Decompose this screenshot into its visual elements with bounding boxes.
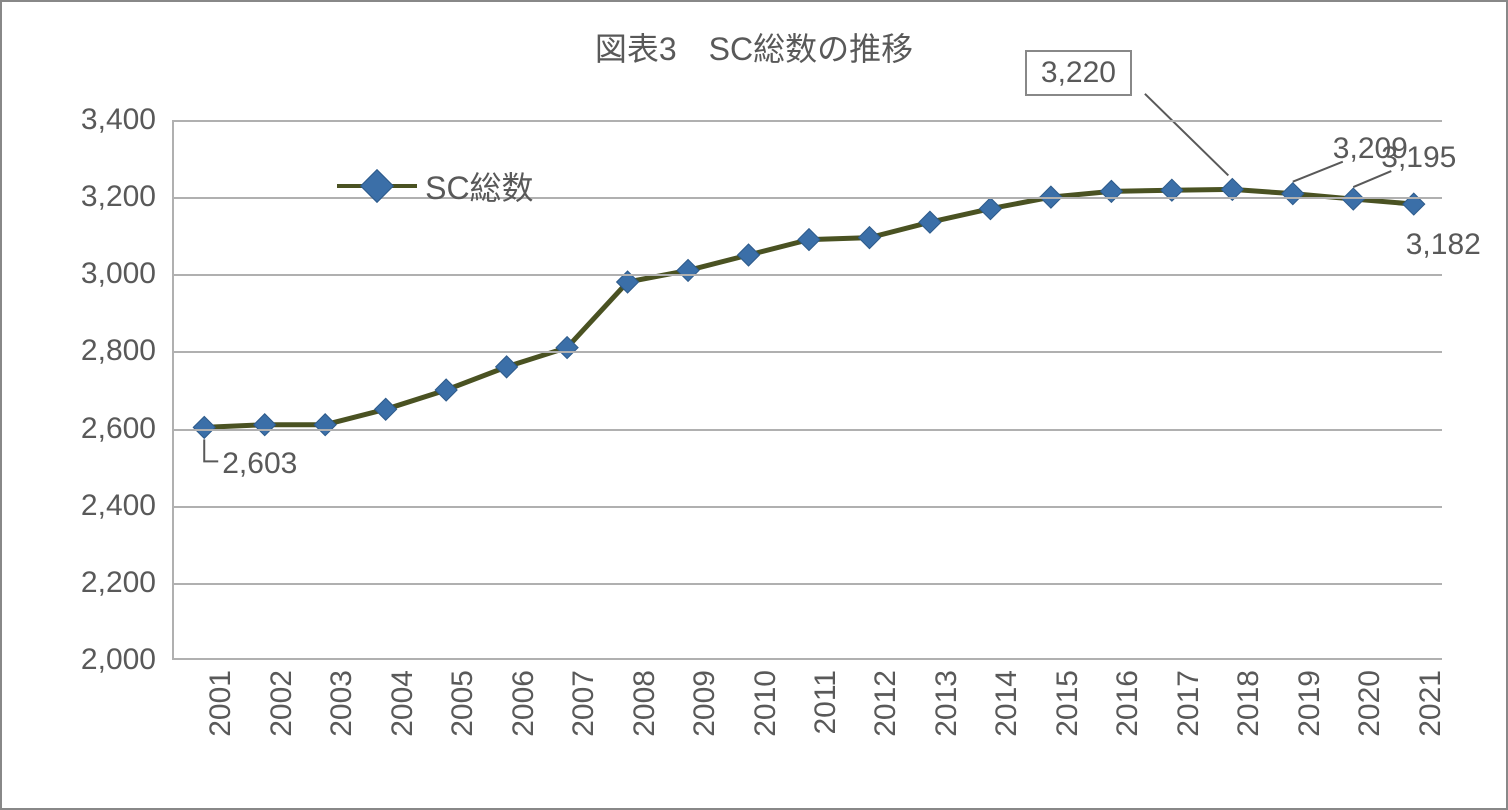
gridline [174,429,1442,431]
x-axis-label: 2007 [567,670,601,737]
x-axis-label: 2017 [1172,670,1206,737]
data-label: 2,603 [222,447,297,481]
x-axis-label: 2002 [265,670,299,737]
x-axis-label: 2009 [688,670,722,737]
x-axis-label: 2011 [809,670,843,735]
y-axis-label: 2,400 [81,489,156,523]
data-marker [375,398,397,420]
x-axis-label: 2001 [204,670,238,737]
series-line [204,189,1414,427]
x-axis-label: 2014 [990,670,1024,737]
data-marker [979,198,1001,220]
x-axis-label: 2021 [1414,670,1448,737]
data-label-leader [204,439,218,461]
data-marker [1282,183,1304,205]
y-axis-label: 2,800 [81,334,156,368]
legend: SC総数 [337,163,533,209]
x-axis-label: 2016 [1111,670,1145,737]
y-axis-label: 2,600 [81,412,156,446]
gridline [174,120,1442,122]
x-axis-label: 2013 [930,670,964,737]
x-axis-label: 2005 [446,670,480,737]
y-axis-label: 2,000 [81,643,156,677]
data-marker [919,211,941,233]
y-axis-label: 2,200 [81,566,156,600]
data-marker [858,227,880,249]
y-axis-label: 3,400 [81,103,156,137]
gridline [174,583,1442,585]
gridline [174,351,1442,353]
data-marker [496,356,518,378]
x-axis-label: 2020 [1353,670,1387,737]
x-axis-label: 2003 [325,670,359,737]
callout-box: 3,220 [1025,50,1132,96]
gridline [174,506,1442,508]
chart-title: 図表3 SC総数の推移 [2,24,1506,70]
data-marker [798,229,820,251]
data-marker [738,244,760,266]
x-axis-label: 2012 [869,670,903,737]
x-axis-label: 2010 [749,670,783,737]
y-axis-label: 3,000 [81,257,156,291]
legend-line-icon [337,184,417,188]
data-marker [254,414,276,436]
x-axis-label: 2019 [1293,670,1327,737]
x-axis-label: 2004 [386,670,420,737]
chart-frame: 図表3 SC総数の推移 2,000 2,200 2,400 2,600 2,800 3,0… [0,0,1508,810]
legend-diamond-icon [360,169,394,203]
data-label: 3,195 [1381,141,1456,175]
data-marker [556,337,578,359]
x-axis-label: 2018 [1232,670,1266,737]
gridline [174,274,1442,276]
x-axis-label: 2008 [628,670,662,737]
data-marker [435,379,457,401]
y-axis-label: 3,200 [81,180,156,214]
data-label: 3,182 [1406,228,1481,262]
x-axis-label: 2015 [1051,670,1085,737]
data-marker [677,259,699,281]
data-marker [314,414,336,436]
data-marker [193,416,215,438]
legend-label: SC総数 [425,163,533,209]
callout-leader [1145,94,1228,176]
x-axis-label: 2006 [507,670,541,737]
